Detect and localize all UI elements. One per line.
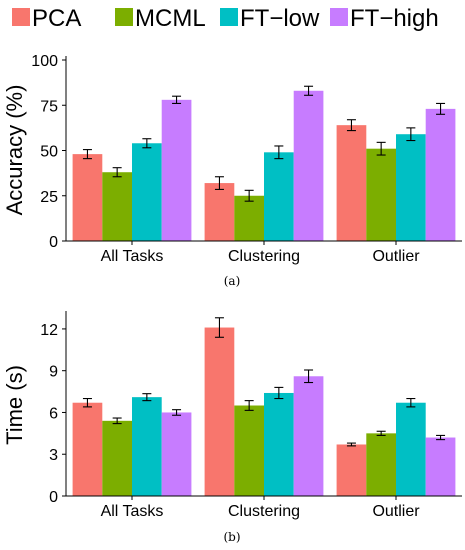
bar-ft-high-clustering <box>293 376 324 496</box>
error-bar-mcml-clustering <box>244 400 254 411</box>
y-tick-label: 6 <box>49 405 58 422</box>
bar-pca-all-tasks <box>72 154 103 241</box>
bar-ft-low-clustering <box>264 152 294 241</box>
y-tick-label: 25 <box>40 189 58 206</box>
figure-caption: (a) <box>224 274 241 288</box>
error-bar-ft-low-clustering <box>274 386 284 400</box>
bar-pca-clustering <box>204 183 235 241</box>
error-bar-ft-high-clustering <box>304 85 314 96</box>
legend-swatch-ft-low <box>220 8 238 26</box>
error-bar-ft-low-all-tasks <box>142 393 152 402</box>
x-tick-label-clustering: Clustering <box>228 503 300 520</box>
legend-swatch-ft-high <box>330 8 348 26</box>
error-bar-pca-all-tasks <box>82 149 92 160</box>
bar-pca-outlier <box>336 125 367 241</box>
bar-ft-high-clustering <box>293 90 324 242</box>
legend-swatch-pca <box>12 8 30 26</box>
bar-ft-low-outlier <box>396 402 426 496</box>
bar-ft-high-all-tasks <box>161 99 192 241</box>
error-bar-mcml-all-tasks <box>112 167 122 178</box>
y-tick-label: 12 <box>40 322 58 339</box>
x-tick-label-outlier: Outlier <box>372 503 420 520</box>
bar-ft-high-outlier <box>425 108 456 242</box>
y-tick-label: 100 <box>31 53 58 70</box>
x-tick-label-outlier: Outlier <box>372 248 420 265</box>
bar-mcml-all-tasks <box>102 172 132 241</box>
bar-pca-clustering <box>204 327 235 496</box>
bar-ft-low-outlier <box>396 134 426 241</box>
bar-ft-low-all-tasks <box>132 143 162 241</box>
bar-ft-low-clustering <box>264 392 294 496</box>
bar-ft-high-all-tasks <box>161 412 192 496</box>
y-tick-label: 0 <box>49 234 58 251</box>
x-tick-label-clustering: Clustering <box>228 248 300 265</box>
legend-label-pca: PCA <box>32 5 81 32</box>
legend-label-ft-high: FT−high <box>350 5 439 32</box>
bar-mcml-outlier <box>366 148 396 241</box>
error-bar-ft-low-outlier <box>406 397 416 408</box>
error-bar-ft-high-clustering <box>304 369 314 384</box>
time-chart: 0 3 6 9 12 All Tasks Clustering Outlier Time (s)… <box>2 311 462 544</box>
error-bar-pca-clustering <box>214 317 224 338</box>
error-bar-mcml-outlier <box>376 141 386 156</box>
error-bar-pca-outlier <box>346 442 356 447</box>
error-bar-pca-outlier <box>346 119 356 132</box>
bar-mcml-clustering <box>234 195 264 241</box>
legend: PCA MCML FT−low FT−high <box>12 5 439 32</box>
error-bar-mcml-clustering <box>244 189 254 202</box>
error-bar-ft-low-outlier <box>406 127 416 142</box>
bar-pca-outlier <box>336 444 367 496</box>
accuracy-chart: 0 25 50 75 100 All Tasks Clustering Outlier Accu… <box>2 53 462 288</box>
figure-caption: (b) <box>223 530 240 544</box>
y-tick-label: 0 <box>49 489 58 506</box>
legend-swatch-mcml <box>115 8 133 26</box>
legend-label-mcml: MCML <box>135 5 206 32</box>
error-bar-pca-clustering <box>214 176 224 190</box>
bar-ft-low-all-tasks <box>132 397 162 496</box>
y-axis-title: Time (s) <box>2 365 27 445</box>
bar-mcml-outlier <box>366 433 396 496</box>
x-tick-label-all-tasks: All Tasks <box>101 503 164 520</box>
bar-pca-all-tasks <box>72 402 103 496</box>
error-bar-ft-low-all-tasks <box>142 138 152 149</box>
error-bar-ft-high-outlier <box>436 434 446 441</box>
x-tick-label-all-tasks: All Tasks <box>101 248 164 265</box>
error-bar-mcml-outlier <box>376 430 386 436</box>
error-bar-ft-high-all-tasks <box>172 409 182 416</box>
bar-ft-high-outlier <box>425 437 456 496</box>
error-bar-ft-low-clustering <box>274 145 284 160</box>
error-bar-mcml-all-tasks <box>112 417 122 425</box>
y-axis-title: Accuracy (%) <box>2 85 27 216</box>
y-tick-label: 75 <box>40 98 58 115</box>
y-tick-label: 3 <box>49 447 58 464</box>
legend-label-ft-low: FT−low <box>240 5 320 32</box>
y-tick-label: 50 <box>40 144 58 161</box>
error-bar-ft-high-all-tasks <box>172 95 182 104</box>
y-tick-label: 9 <box>49 364 58 381</box>
error-bar-pca-all-tasks <box>82 397 92 408</box>
bar-mcml-clustering <box>234 405 264 496</box>
bar-mcml-all-tasks <box>102 420 132 496</box>
error-bar-ft-high-outlier <box>436 102 446 115</box>
